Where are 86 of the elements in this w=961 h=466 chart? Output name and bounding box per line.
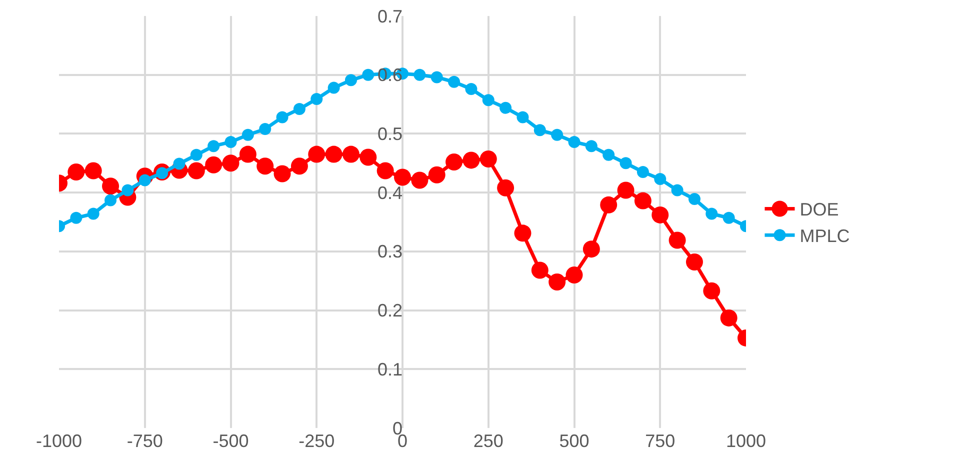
- point: [430, 71, 443, 84]
- point: [551, 128, 564, 141]
- legend-label: DOE: [800, 200, 839, 220]
- point: [362, 68, 374, 81]
- point: [482, 94, 494, 106]
- x-tick-label: -750: [126, 431, 163, 451]
- point: [293, 102, 306, 115]
- point: [671, 184, 684, 196]
- point: [328, 82, 340, 94]
- point: [448, 76, 460, 88]
- point: [585, 140, 598, 152]
- point: [706, 208, 718, 220]
- point: [636, 166, 649, 178]
- point: [500, 102, 512, 114]
- point: [256, 158, 274, 175]
- point: [274, 165, 291, 182]
- point: [462, 152, 480, 169]
- y-tick-label: 0.2: [377, 300, 402, 321]
- point: [68, 163, 85, 180]
- point: [600, 196, 618, 214]
- point: [446, 153, 463, 170]
- y-tick-label: 0.4: [377, 182, 402, 203]
- point: [325, 146, 342, 163]
- point: [290, 158, 308, 175]
- point: [104, 194, 117, 206]
- x-tick-label: 1000: [726, 431, 766, 451]
- point: [102, 178, 120, 195]
- point: [617, 182, 634, 199]
- point: [360, 148, 377, 166]
- point: [720, 309, 738, 326]
- point: [414, 68, 426, 81]
- y-tick-label: 0.1: [377, 359, 402, 380]
- point: [376, 162, 394, 180]
- point: [173, 158, 186, 170]
- point: [239, 146, 256, 163]
- point: [224, 136, 237, 148]
- x-tick-label: 500: [559, 431, 590, 451]
- point: [87, 208, 100, 220]
- point: [568, 136, 580, 148]
- point: [308, 146, 326, 163]
- point: [620, 157, 632, 170]
- point: [480, 150, 497, 168]
- point: [514, 224, 532, 242]
- y-tick-label: 0.3: [377, 242, 402, 262]
- point: [208, 140, 220, 152]
- point: [652, 206, 669, 224]
- legend-label: MPLC: [800, 226, 850, 246]
- point: [242, 128, 254, 141]
- point: [394, 168, 411, 186]
- point: [310, 92, 323, 105]
- point: [465, 82, 478, 95]
- x-tick-label: -1000: [36, 431, 82, 451]
- x-tick-label: 750: [645, 431, 676, 451]
- point: [634, 192, 652, 210]
- point: [344, 74, 357, 86]
- point: [582, 240, 600, 258]
- point: [342, 146, 360, 163]
- y-tick-label: 0.7: [377, 6, 402, 26]
- point: [122, 184, 134, 196]
- x-tick-label: -500: [212, 431, 249, 451]
- point: [276, 111, 288, 124]
- point: [534, 124, 546, 136]
- point: [548, 274, 566, 291]
- point: [686, 254, 703, 271]
- point: [188, 162, 205, 180]
- point: [84, 162, 102, 180]
- x-tick-label: 250: [473, 431, 504, 451]
- point: [531, 262, 548, 279]
- point: [654, 173, 666, 186]
- point: [70, 212, 82, 224]
- point: [668, 232, 686, 249]
- point: [222, 154, 240, 172]
- point: [205, 156, 222, 174]
- point: [516, 111, 529, 124]
- point: [190, 148, 202, 161]
- x-tick-label: -250: [298, 431, 335, 451]
- point: [602, 148, 615, 161]
- point: [428, 166, 446, 184]
- point: [688, 193, 700, 206]
- point: [411, 172, 428, 189]
- point: [566, 266, 583, 284]
- point: [497, 179, 514, 196]
- y-tick-label: 0.5: [377, 124, 402, 144]
- point: [703, 282, 720, 300]
- point: [722, 212, 735, 224]
- point: [259, 123, 272, 136]
